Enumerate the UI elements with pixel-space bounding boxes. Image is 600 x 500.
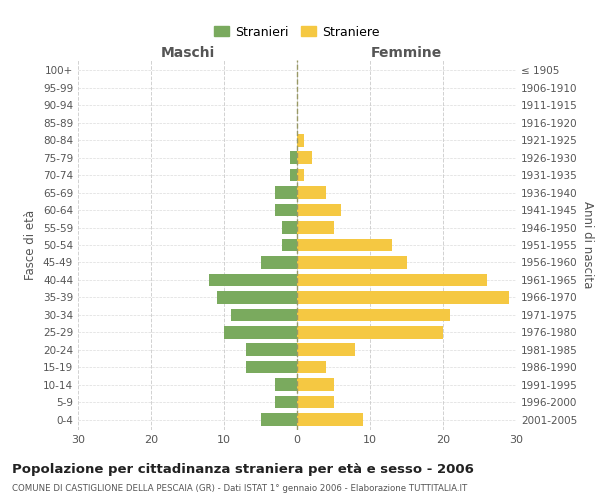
Text: Popolazione per cittadinanza straniera per età e sesso - 2006: Popolazione per cittadinanza straniera p… [12,462,474,475]
Bar [297,256,407,268]
Bar [209,274,297,286]
Bar [297,186,326,199]
Bar [246,361,297,374]
Text: Femmine: Femmine [371,46,442,60]
Bar [297,152,311,164]
Bar [297,204,341,216]
Bar [275,396,297,408]
Y-axis label: Anni di nascita: Anni di nascita [581,202,594,288]
Bar [297,378,334,391]
Legend: Stranieri, Straniere: Stranieri, Straniere [210,22,384,42]
Y-axis label: Fasce di età: Fasce di età [25,210,37,280]
Bar [297,308,450,321]
Bar [217,291,297,304]
Bar [297,291,509,304]
Bar [232,308,297,321]
Bar [297,222,334,234]
Bar [260,256,297,268]
Bar [290,152,297,164]
Bar [297,361,326,374]
Bar [297,274,487,286]
Bar [275,378,297,391]
Bar [297,344,355,356]
Bar [275,204,297,216]
Bar [290,169,297,181]
Bar [275,186,297,199]
Bar [297,238,392,252]
Text: Maschi: Maschi [160,46,215,60]
Bar [297,396,334,408]
Bar [297,134,304,146]
Bar [297,413,362,426]
Bar [283,238,297,252]
Bar [283,222,297,234]
Bar [260,413,297,426]
Bar [297,326,443,338]
Bar [224,326,297,338]
Bar [297,169,304,181]
Bar [246,344,297,356]
Text: COMUNE DI CASTIGLIONE DELLA PESCAIA (GR) - Dati ISTAT 1° gennaio 2006 - Elaboraz: COMUNE DI CASTIGLIONE DELLA PESCAIA (GR)… [12,484,467,493]
